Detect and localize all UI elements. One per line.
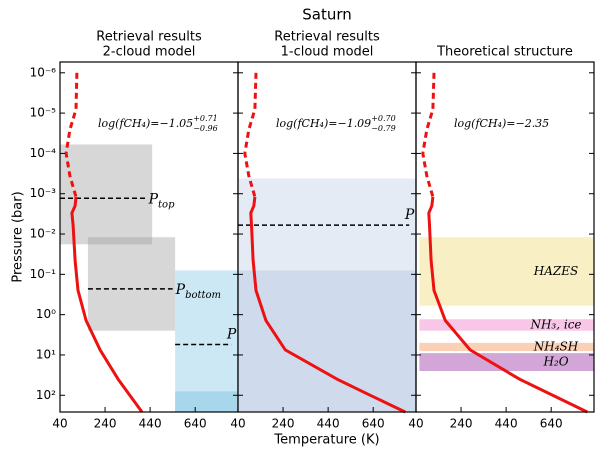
x-tick-label: 40 xyxy=(52,417,67,431)
region xyxy=(419,342,594,352)
annotation-lower: −0.96 xyxy=(193,124,218,133)
y-tick-label: 10⁰ xyxy=(36,307,56,321)
panel-title: Retrieval results xyxy=(274,30,380,45)
region xyxy=(175,391,238,412)
y-tick-label: 10² xyxy=(36,388,56,402)
region xyxy=(419,237,594,306)
temperature-profile xyxy=(70,196,144,413)
x-tick-label: 440 xyxy=(495,417,518,431)
temperature-profile xyxy=(427,196,588,414)
y-tick-label: 10⁻⁵ xyxy=(30,106,57,120)
y-tick-label: 10¹ xyxy=(36,347,56,361)
region-label: NH₄SH xyxy=(533,339,579,353)
level-symbol: P xyxy=(404,207,415,223)
annotation: log(fCH₄)=−2.35 xyxy=(454,117,549,130)
level-subscript: top xyxy=(158,199,175,210)
level-label: P xyxy=(404,207,415,223)
temperature-profile xyxy=(243,72,258,198)
region xyxy=(419,319,594,331)
temperature-profile xyxy=(421,72,436,198)
panel-title: Retrieval results xyxy=(96,30,202,45)
figure-title: Saturn xyxy=(302,6,352,24)
level-symbol: P xyxy=(148,191,159,207)
annotation: log(fCH₄)=−1.05+0.71 xyxy=(98,114,218,130)
x-tick-label: 40 xyxy=(408,417,423,431)
x-tick-label: 240 xyxy=(450,417,473,431)
level-label: Pbottom xyxy=(175,282,221,301)
annotation-lower: −0.79 xyxy=(371,124,396,133)
region-label: H₂O xyxy=(542,355,568,369)
level-label: Ptop xyxy=(148,191,175,210)
level-symbol: P xyxy=(226,326,237,342)
annotation-upper: +0.71 xyxy=(193,114,218,123)
x-tick-label: 440 xyxy=(139,417,162,431)
x-tick-label: 440 xyxy=(317,417,340,431)
x-tick-label: 640 xyxy=(540,417,563,431)
annotation: −0.96 xyxy=(193,124,218,133)
region-label: HAZES xyxy=(533,264,578,278)
temperature-profile xyxy=(249,196,406,414)
annotation: −0.79 xyxy=(371,124,396,133)
x-tick-label: 640 xyxy=(184,417,207,431)
panel-title: 2-cloud model xyxy=(103,45,196,60)
annotation-base: log(fCH₄)=−1.05 xyxy=(98,117,193,130)
x-tick-label: 640 xyxy=(362,417,385,431)
y-axis-title: Pressure (bar) xyxy=(11,191,26,282)
region xyxy=(87,237,176,331)
panel-title: Theoretical structure xyxy=(436,45,573,60)
panel-title: 1-cloud model xyxy=(281,45,374,60)
level-subscript: bottom xyxy=(185,289,221,300)
annotation: log(fCH₄)=−1.09+0.70 xyxy=(276,114,396,130)
x-tick-label: 40 xyxy=(230,417,245,431)
region-label: NH₃, ice xyxy=(529,317,581,331)
x-tick-label: 240 xyxy=(272,417,295,431)
region xyxy=(175,270,238,412)
x-tick-label: 240 xyxy=(94,417,117,431)
y-tick-label: 10⁻¹ xyxy=(30,267,57,281)
annotation-upper: +0.70 xyxy=(371,114,396,123)
region xyxy=(238,270,416,412)
annotation-base: log(fCH₄)=−1.09 xyxy=(276,117,371,130)
x-axis-title: Temperature (K) xyxy=(273,433,379,448)
y-tick-label: 10⁻³ xyxy=(30,186,57,200)
y-tick-label: 10⁻⁴ xyxy=(30,146,57,160)
y-tick-label: 10⁻² xyxy=(30,227,57,241)
y-tick-label: 10⁻⁶ xyxy=(30,65,57,79)
annotation-base: log(fCH₄)=−2.35 xyxy=(454,117,549,130)
region xyxy=(419,353,594,372)
level-label: P xyxy=(226,326,237,342)
temperature-profile xyxy=(64,72,79,198)
level-symbol: P xyxy=(175,282,186,298)
panel-frame xyxy=(415,61,595,413)
